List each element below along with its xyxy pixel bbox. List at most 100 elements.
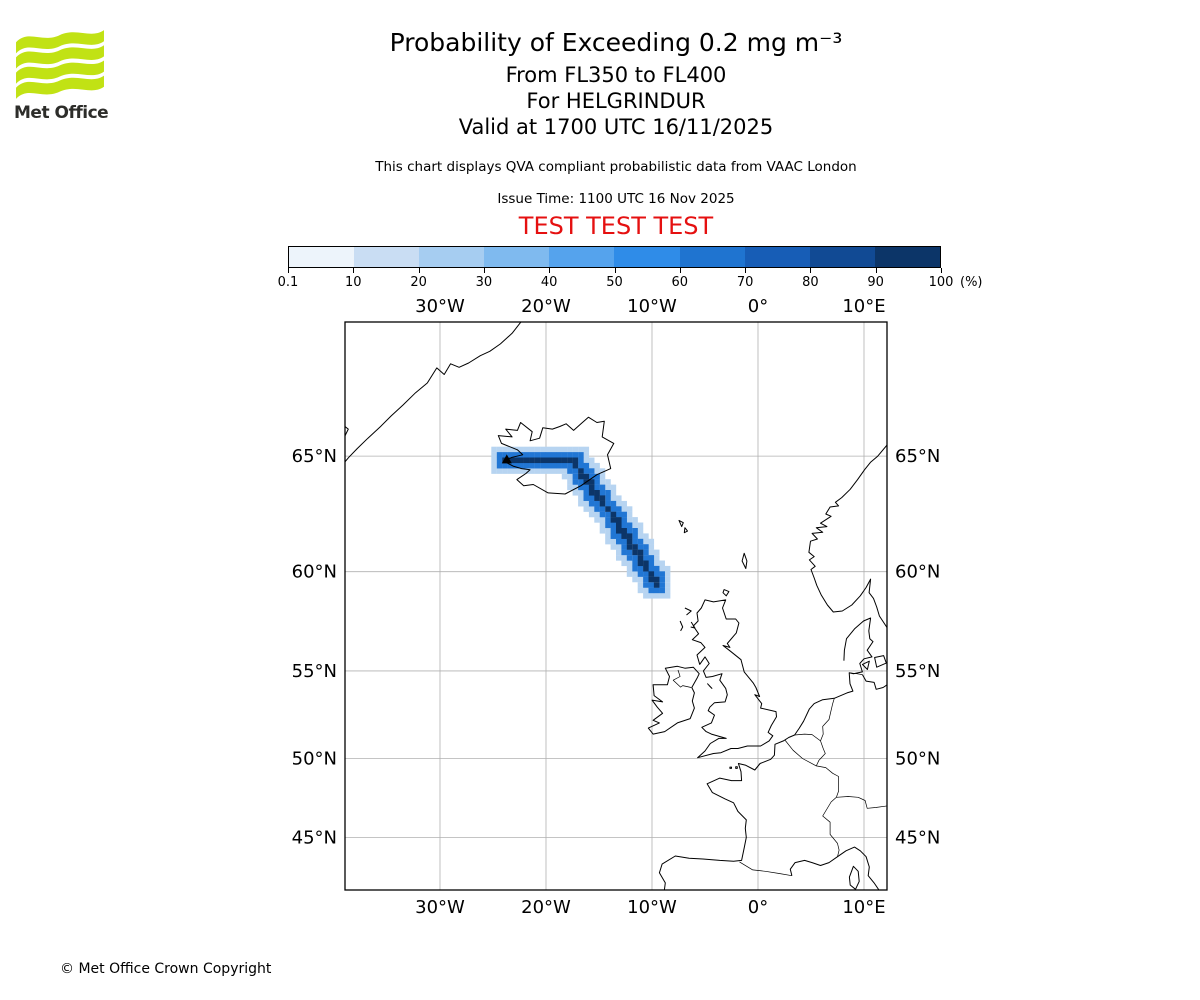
plume-cell bbox=[502, 446, 508, 453]
colorbar-segment bbox=[484, 247, 550, 267]
plume-cell bbox=[616, 500, 622, 507]
lat-label-left: 50°N bbox=[292, 749, 337, 770]
plume-cell bbox=[545, 468, 552, 474]
plume-cell bbox=[643, 533, 649, 539]
plume-cell bbox=[578, 446, 584, 453]
plume-cell bbox=[632, 555, 638, 561]
colorbar-tick bbox=[875, 268, 877, 273]
plume-cell bbox=[621, 528, 627, 534]
plume-cell bbox=[637, 587, 644, 594]
plume-cell bbox=[664, 593, 671, 599]
plume-cell bbox=[551, 457, 557, 464]
lat-label-right: 45°N bbox=[895, 827, 940, 848]
plume-cell bbox=[583, 457, 590, 464]
plume-cell bbox=[653, 582, 660, 588]
plume-cell bbox=[551, 446, 557, 453]
lat-label-left: 60°N bbox=[292, 562, 337, 583]
plume-cell bbox=[616, 538, 622, 545]
colorbar-segment bbox=[809, 247, 875, 267]
plume-cell bbox=[502, 452, 508, 458]
met-office-logo-text: Met Office bbox=[14, 103, 109, 123]
lon-label-top: 0° bbox=[748, 296, 768, 317]
colorbar-segment bbox=[614, 247, 680, 267]
plume-cell bbox=[540, 468, 546, 474]
plume-cell bbox=[534, 457, 541, 464]
plume-cell bbox=[643, 571, 649, 577]
colorbar-segment bbox=[744, 247, 810, 267]
coastline-zealand bbox=[874, 655, 887, 668]
plume-cell bbox=[605, 500, 611, 507]
graticule bbox=[345, 322, 887, 890]
plume-cell bbox=[610, 544, 617, 550]
plume-cell bbox=[664, 571, 671, 577]
plume-cell bbox=[626, 522, 633, 529]
plume-cell bbox=[616, 533, 622, 539]
plume-cell bbox=[637, 544, 644, 550]
plume-cell bbox=[588, 468, 595, 474]
lat-label-right: 55°N bbox=[895, 661, 940, 682]
plume-cell bbox=[610, 528, 617, 534]
plume-cell bbox=[491, 462, 497, 469]
plume-cell bbox=[588, 495, 595, 501]
plume-cell bbox=[659, 571, 665, 577]
plume-cell bbox=[594, 500, 600, 507]
lat-label-left: 65°N bbox=[292, 446, 337, 467]
plume-cell bbox=[648, 593, 655, 599]
country-border bbox=[672, 669, 692, 688]
plume-cell bbox=[594, 517, 600, 523]
plume-cell bbox=[491, 452, 497, 458]
plume-cell bbox=[599, 484, 606, 491]
plume-cell bbox=[626, 538, 633, 545]
colorbar-unit-label: (%) bbox=[960, 275, 983, 290]
plume-cell bbox=[626, 533, 633, 539]
coastline-funen bbox=[861, 660, 870, 670]
plume-cell bbox=[578, 468, 584, 474]
plume-cell bbox=[637, 533, 644, 539]
plume-cell bbox=[621, 555, 627, 561]
plume-cell bbox=[529, 446, 535, 453]
plume-cell bbox=[599, 500, 606, 507]
plume-cell bbox=[556, 462, 562, 469]
plume-cell bbox=[626, 517, 633, 523]
plume-cell bbox=[637, 555, 644, 561]
plume-cell bbox=[632, 544, 638, 550]
plume-cell bbox=[534, 446, 541, 453]
plume-cell bbox=[659, 565, 665, 572]
plume-cell bbox=[610, 500, 617, 507]
plume-cell bbox=[643, 565, 649, 572]
plume-cell bbox=[599, 490, 606, 496]
plume-cell bbox=[621, 544, 627, 550]
plume-cell bbox=[648, 538, 655, 545]
colorbar-tick bbox=[679, 268, 681, 273]
plume-cell bbox=[588, 479, 595, 485]
colorbar-tick-label: 50 bbox=[606, 275, 623, 290]
plume-cell bbox=[616, 555, 622, 561]
subtitle-flight-levels: From FL350 to FL400 bbox=[505, 63, 727, 87]
colorbar-segment bbox=[679, 247, 745, 267]
plume-cell bbox=[540, 462, 546, 469]
plume-cell bbox=[664, 576, 671, 583]
subtitle-volcano: For HELGRINDUR bbox=[526, 89, 706, 113]
plume-cell bbox=[518, 457, 524, 464]
plume-cell bbox=[572, 462, 579, 469]
plume-cell bbox=[561, 462, 568, 469]
plume-cell bbox=[605, 506, 611, 512]
plume-cell bbox=[567, 457, 573, 464]
plume-cell bbox=[610, 511, 617, 518]
plume-cell bbox=[513, 462, 519, 469]
colorbar-tick-label: 10 bbox=[345, 275, 362, 290]
plume-cell bbox=[648, 565, 655, 572]
plume-cell bbox=[637, 528, 644, 534]
plume-cell bbox=[621, 500, 627, 507]
lat-label-right: 60°N bbox=[895, 562, 940, 583]
plume-cell bbox=[496, 452, 503, 458]
colorbar-tick bbox=[549, 268, 551, 273]
plume-cell bbox=[610, 490, 617, 496]
coastline-corsica bbox=[848, 865, 860, 890]
plume-cell bbox=[545, 446, 552, 453]
colorbar-tick-label: 60 bbox=[671, 275, 689, 290]
coastline-hebrides-uist bbox=[679, 620, 684, 632]
plume-cell bbox=[556, 457, 562, 464]
plume-cell bbox=[523, 457, 530, 464]
plume-cell bbox=[523, 468, 530, 474]
